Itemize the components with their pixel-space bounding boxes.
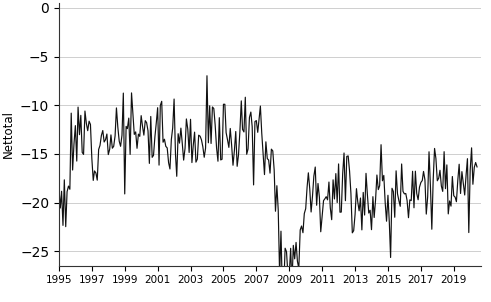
Y-axis label: Nettotal: Nettotal xyxy=(1,111,14,158)
